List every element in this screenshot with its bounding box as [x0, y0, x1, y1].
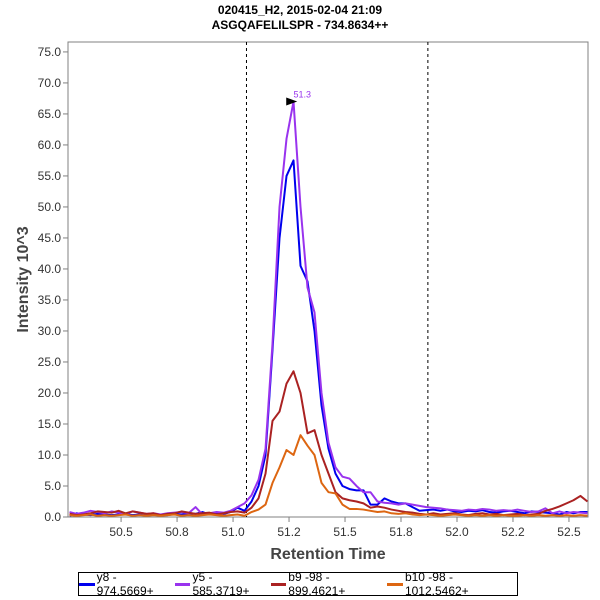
chart-title: 020415_H2, 2015-02-04 21:09: [217, 3, 383, 17]
x-tick-label: 51.8: [389, 525, 413, 539]
x-tick-label: 50.5: [109, 525, 133, 539]
y-tick-label: 20.0: [38, 386, 62, 400]
x-tick-label: 51.0: [221, 525, 245, 539]
x-tick-label: 52.2: [501, 525, 525, 539]
legend: y8 - 974.5669+ y5 - 585.3719+ b9 -98 - 8…: [78, 570, 518, 598]
legend-item-b10[interactable]: b10 -98 - 1012.5462+: [387, 570, 517, 598]
series-line-b10: [69, 434, 588, 517]
x-tick-label: 52.5: [557, 525, 581, 539]
legend-swatch: [270, 582, 287, 586]
legend-label: y8 - 974.5669+: [96, 570, 154, 598]
legend-item-y5[interactable]: y5 - 585.3719+: [174, 570, 271, 598]
y-tick-label: 35.0: [38, 293, 62, 307]
y-tick-label: 5.0: [44, 479, 61, 493]
y-tick-label: 70.0: [38, 76, 62, 90]
legend-item-y8[interactable]: y8 - 974.5669+: [79, 570, 175, 598]
peak-label: 51.3: [293, 90, 311, 100]
legend-label: b9 -98 - 899.4621+: [288, 570, 346, 598]
legend-label: y5 - 585.3719+: [192, 570, 250, 598]
legend-swatch: [387, 582, 403, 586]
y-tick-label: 25.0: [38, 355, 62, 369]
y-tick-label: 30.0: [38, 324, 62, 338]
y-tick-label: 15.0: [38, 417, 62, 431]
y-tick-label: 0.0: [44, 510, 61, 524]
legend-swatch: [79, 582, 95, 586]
peak-marker-icon: [286, 97, 298, 106]
y-tick-label: 75.0: [38, 45, 62, 59]
legend-item-b9[interactable]: b9 -98 - 899.4621+: [270, 570, 388, 598]
x-tick-label: 51.5: [333, 525, 357, 539]
y-tick-label: 65.0: [38, 107, 62, 121]
legend-label: b10 -98 - 1012.5462+: [404, 570, 469, 598]
y-tick-label: 55.0: [38, 169, 62, 183]
y-tick-label: 45.0: [38, 231, 62, 245]
y-tick-label: 50.0: [38, 200, 62, 214]
y-tick-label: 10.0: [38, 448, 62, 462]
chart-subtitle: ASGQAFELILSPR - 734.8634++: [211, 18, 389, 32]
x-tick-label: 52.0: [445, 525, 469, 539]
y-axis-label: Intensity 10^3: [15, 226, 32, 332]
y-tick-label: 60.0: [38, 138, 62, 152]
x-axis-label: Retention Time: [270, 546, 385, 563]
x-tick-label: 50.8: [165, 525, 189, 539]
legend-swatch: [174, 582, 191, 586]
y-tick-label: 40.0: [38, 262, 62, 276]
x-tick-label: 51.2: [277, 525, 301, 539]
